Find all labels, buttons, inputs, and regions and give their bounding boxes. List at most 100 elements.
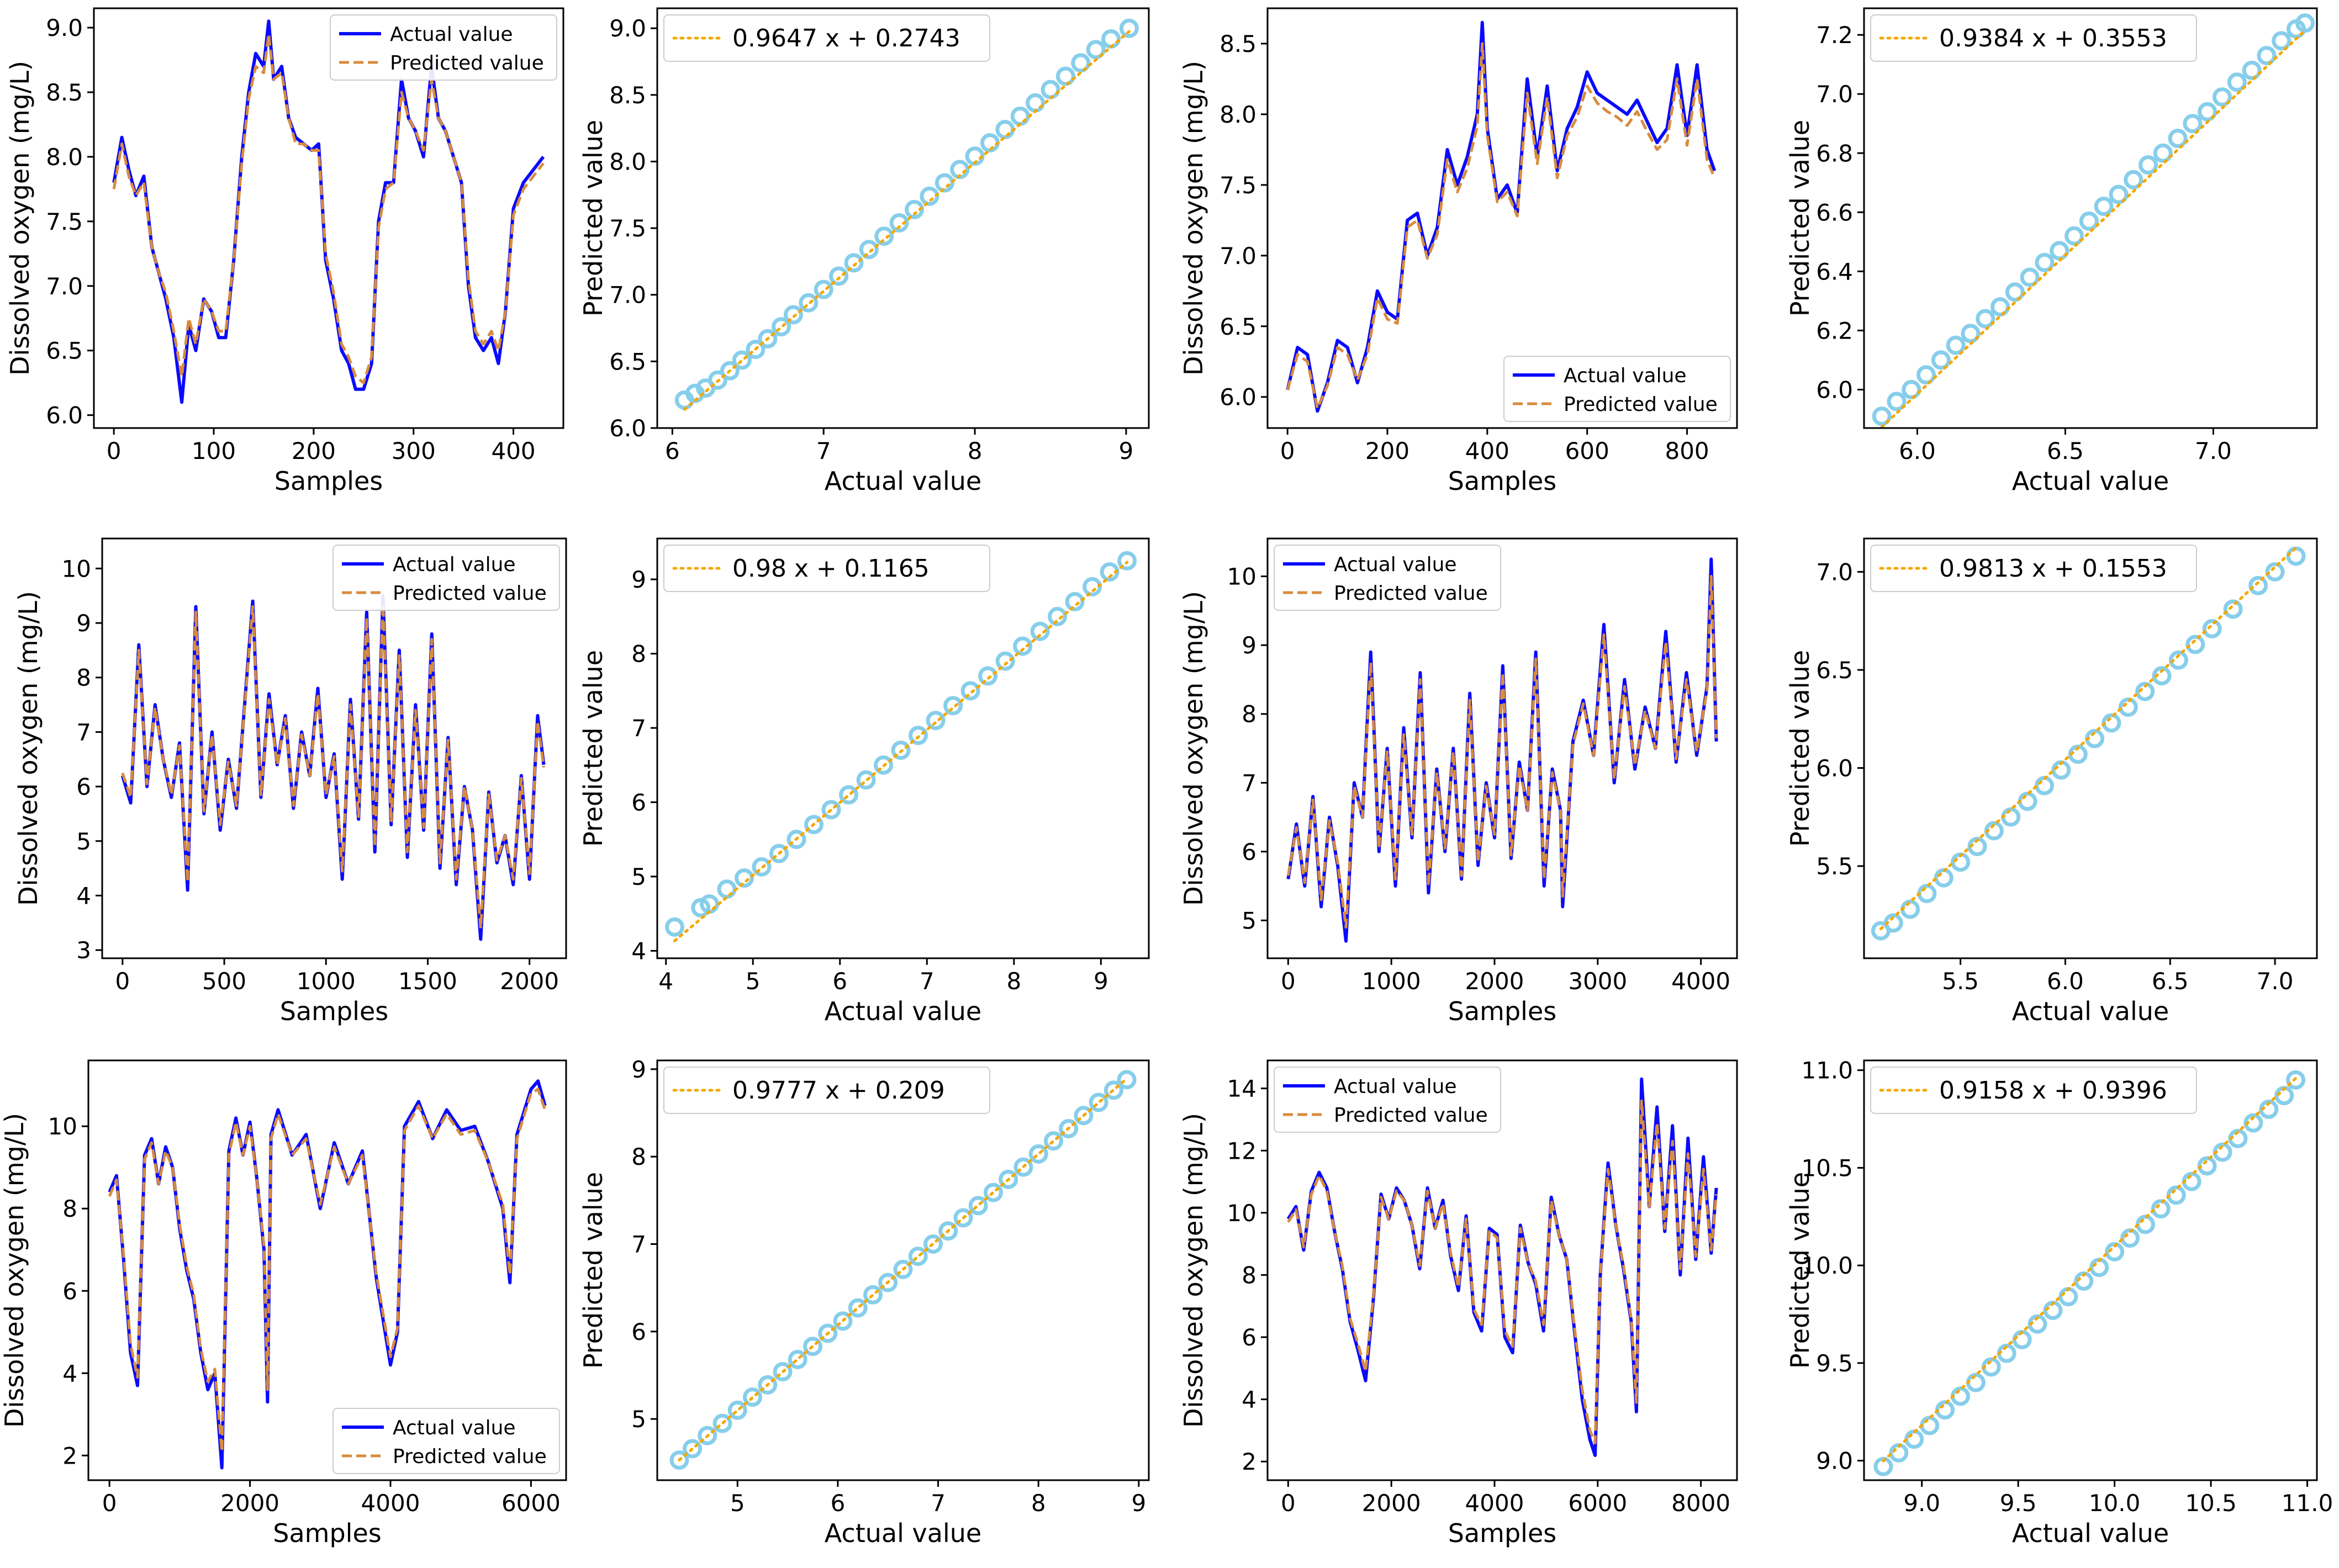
y-tick-label: 6.5 (609, 348, 646, 375)
y-tick-label: 8 (76, 664, 91, 691)
scatter-point (863, 1285, 883, 1305)
scatter-point (752, 857, 772, 877)
scatter-point (2152, 666, 2172, 686)
legend-predicted-label: Predicted value (393, 1445, 547, 1468)
fit-line (1879, 546, 2298, 931)
axes-frame (656, 1059, 1150, 1481)
y-tick-label: 14 (1227, 1075, 1256, 1102)
plot-area (1872, 13, 2315, 428)
x-tick-label: 4000 (361, 1490, 420, 1517)
y-tick-label: 10.0 (1801, 1252, 1853, 1279)
x-tick-label: 9 (1119, 437, 1134, 464)
scatter-point (1872, 406, 1892, 426)
scatter-point (2168, 128, 2188, 148)
x-axis-label: Actual value (825, 996, 981, 1026)
x-tick-label: 6.0 (2047, 968, 2084, 995)
scatter-point (1117, 551, 1137, 571)
scatter-point (995, 651, 1015, 671)
scatter-point (2109, 184, 2129, 204)
x-tick-label: 2000 (1465, 968, 1524, 995)
scatter-point (1086, 40, 1106, 60)
panel-p3: 0 200 400 600 800 6.0 6.5 7.0 7.5 8.0 8.5 Samples Di… (1179, 7, 1738, 496)
scatter-point (2272, 31, 2292, 51)
axes-frame (1266, 1059, 1738, 1481)
plot-area (1871, 546, 2306, 941)
scatter-point (2050, 241, 2069, 261)
x-tick-label: 7.0 (2257, 968, 2294, 995)
scatter-point (2139, 155, 2158, 175)
y-tick-label: 8.5 (609, 82, 646, 109)
panel-p7: 0 1000 2000 3000 4000 5 6 7 8 9 10 Samples Dissolved… (1179, 537, 1738, 1026)
x-tick-label: 0 (115, 968, 130, 995)
legend-box (332, 1408, 560, 1474)
scatter-point (1071, 53, 1091, 73)
scatter-point (788, 1350, 807, 1369)
scatter-point (1887, 392, 1907, 411)
y-axis-label: Predicted value (1785, 650, 1815, 847)
scatter-point (2227, 72, 2247, 92)
x-tick-label: 7.0 (2195, 437, 2232, 464)
y-tick-label: 5 (76, 828, 91, 855)
scatter-point (2151, 1199, 2171, 1219)
y-tick-label: 6.0 (1816, 376, 1853, 403)
y-tick-label: 4 (62, 1360, 77, 1387)
y-tick-label: 6 (76, 773, 91, 800)
y-tick-label: 8.0 (46, 144, 83, 171)
y-tick-label: 6 (1242, 1324, 1256, 1351)
scatter-point (1101, 29, 1121, 49)
x-axis-label: Actual value (2012, 996, 2169, 1026)
x-tick-label: 7 (931, 1490, 946, 1517)
scatter-point (717, 879, 737, 899)
legend-box (663, 14, 990, 62)
panel-p2: 6 7 8 9 6.0 6.5 7.0 7.5 8.0 8.5 9.0 Actual value Pre… (578, 7, 1150, 496)
y-tick-label: 10 (1227, 1200, 1256, 1227)
x-tick-label: 5.5 (1942, 968, 1979, 995)
scatter-point (804, 815, 824, 835)
scatter-point (758, 329, 778, 349)
actual-value-line (1286, 20, 1717, 413)
scatter-point (926, 711, 946, 731)
scatter-point (856, 770, 876, 790)
y-tick-label: 10 (48, 1113, 77, 1140)
y-axis-label: Dissolved oxygen (mg/L) (5, 61, 35, 376)
scatter-point (698, 1426, 717, 1445)
panel-p4: 6.0 6.5 7.0 6.0 6.2 6.4 6.6 6.8 7.0 7.2 Actual val… (1785, 7, 2318, 496)
x-tick-label: 5 (746, 968, 761, 995)
x-tick-label: 0 (107, 437, 122, 464)
predicted-value-line (112, 33, 545, 384)
y-tick-label: 2 (62, 1442, 77, 1469)
scatter-point (783, 305, 803, 325)
axes-frame (1266, 7, 1738, 429)
y-tick-label: 4 (76, 882, 91, 909)
scatter-point (878, 1273, 898, 1292)
scatter-point (708, 370, 728, 390)
x-tick-label: 6000 (1568, 1490, 1627, 1517)
scatter-point (1041, 80, 1060, 99)
panel-p11: 0 2000 4000 6000 8000 2 4 6 8 10 12 14 Samples Dissol… (1179, 1059, 1738, 1548)
scatter-point (665, 917, 685, 937)
scatter-point (720, 361, 740, 381)
y-tick-label: 7 (631, 715, 646, 742)
scatter-point (1904, 1429, 1924, 1449)
scatter-point (2166, 1185, 2186, 1205)
scatter-point (2118, 697, 2138, 717)
x-tick-label: 0 (1280, 437, 1295, 464)
scatter-point (908, 1247, 928, 1266)
y-tick-label: 5 (631, 1406, 646, 1433)
scatter-point (2223, 599, 2243, 619)
fit-equation-label: 0.9813 x + 0.1553 (1939, 555, 2167, 583)
y-tick-label: 8 (1242, 1261, 1256, 1289)
axes-frame (1266, 537, 1738, 959)
y-tick-label: 6.4 (1816, 258, 1853, 285)
y-tick-label: 5.5 (1816, 853, 1853, 880)
scatter-point (968, 1196, 988, 1216)
y-tick-label: 7.0 (609, 282, 646, 309)
y-tick-label: 6.0 (609, 415, 646, 442)
scatter-point (1966, 1372, 1986, 1392)
y-tick-label: 8 (631, 640, 646, 667)
x-tick-label: 200 (1365, 437, 1409, 464)
plot-area (1286, 20, 1717, 413)
panel-p8: 5.5 6.0 6.5 7.0 5.5 6.0 6.5 7.0 Actual value Pred… (1785, 537, 2318, 1026)
x-tick-label: 0 (102, 1490, 117, 1517)
